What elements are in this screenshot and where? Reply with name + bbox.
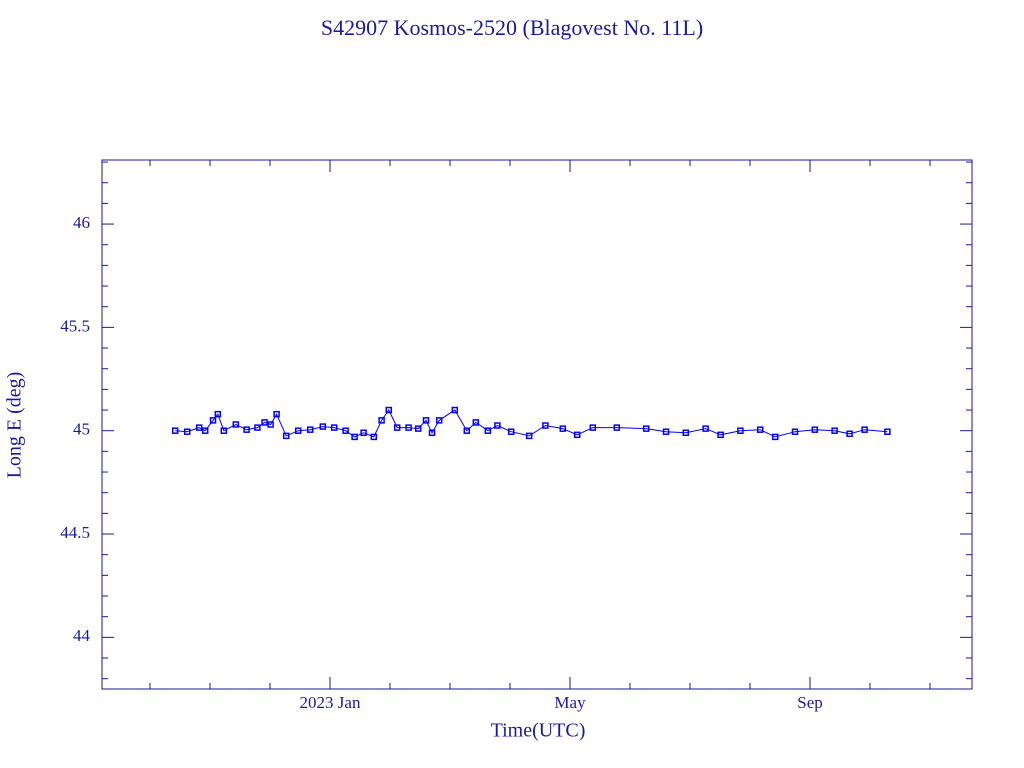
data-point: [662, 428, 670, 435]
data-point: [525, 432, 533, 440]
plot-frame: [101, 159, 973, 690]
data-point: [319, 423, 327, 430]
data-point: [214, 410, 222, 418]
data-point: [267, 421, 274, 428]
data-point: [342, 427, 349, 434]
data-point: [463, 427, 471, 434]
data-point: [171, 427, 179, 434]
data-point: [642, 425, 650, 432]
data-point: [484, 427, 492, 434]
data-point: [791, 428, 799, 435]
y-tick-label: 45.5: [60, 316, 90, 335]
data-point: [232, 421, 240, 428]
y-axis-label: Long E (deg): [4, 372, 26, 479]
data-point: [183, 428, 191, 435]
data-point: [378, 417, 385, 424]
data-point: [573, 431, 581, 439]
x-tick-label: May: [554, 693, 586, 712]
data-point: [351, 433, 358, 441]
data-point: [435, 417, 443, 424]
x-tick-label: Sep: [797, 693, 823, 712]
data-point: [737, 427, 744, 434]
data-point: [861, 426, 868, 433]
data-point: [414, 425, 422, 432]
data-point: [243, 426, 250, 433]
x-tick-label: 2023 Jan: [300, 693, 361, 712]
data-point: [756, 426, 764, 433]
x-axis-label: Time(UTC): [491, 720, 586, 742]
y-tick-label: 44.5: [60, 523, 90, 542]
data-point: [771, 433, 779, 441]
data-point: [542, 422, 549, 429]
y-tick-label: 46: [73, 213, 90, 232]
data-point: [282, 432, 290, 440]
data-point: [884, 428, 891, 435]
y-tick-label: 45: [73, 420, 90, 439]
data-point: [294, 427, 302, 434]
data-point: [422, 417, 430, 424]
data-point: [330, 424, 338, 431]
data-point: [472, 419, 480, 426]
data-point: [613, 424, 621, 431]
data-point: [507, 428, 515, 435]
y-tick-label: 44: [73, 626, 91, 645]
chart-title: S42907 Kosmos-2520 (Blagovest No. 11L): [321, 15, 703, 40]
data-point: [811, 426, 819, 433]
data-point: [702, 425, 709, 432]
data-point: [254, 424, 261, 431]
data-point: [201, 427, 209, 434]
data-point: [494, 422, 501, 429]
data-point: [273, 410, 280, 418]
data-point: [717, 431, 724, 439]
data-point: [306, 426, 314, 433]
data-point: [360, 429, 367, 437]
data-point: [220, 427, 228, 434]
data-point: [846, 430, 853, 438]
data-point: [370, 433, 378, 441]
data-point: [195, 424, 203, 431]
data-point: [589, 424, 597, 431]
data-point: [405, 424, 412, 431]
data-point: [682, 429, 690, 437]
data-point: [428, 429, 436, 437]
data-point: [831, 427, 838, 434]
data-point: [209, 417, 217, 424]
data-point: [451, 406, 459, 414]
data-point: [559, 425, 567, 432]
data-point: [393, 424, 401, 431]
data-point: [261, 419, 268, 426]
data-point: [385, 406, 393, 414]
